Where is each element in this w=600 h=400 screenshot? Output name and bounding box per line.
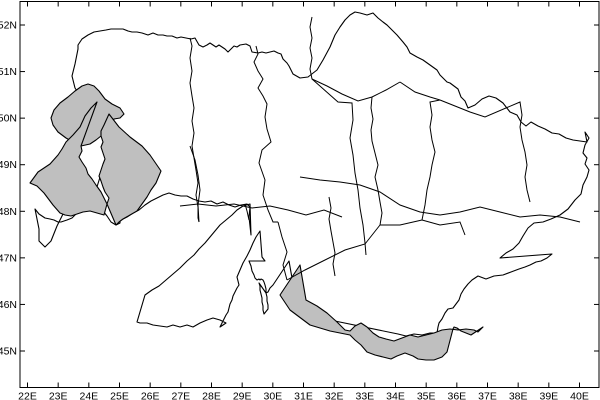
svg-text:39E: 39E: [539, 391, 558, 400]
svg-text:47N: 47N: [0, 252, 17, 264]
svg-text:36E: 36E: [447, 391, 466, 400]
svg-text:35E: 35E: [417, 391, 436, 400]
svg-text:29E: 29E: [233, 391, 252, 400]
svg-text:45N: 45N: [0, 346, 17, 358]
svg-text:46N: 46N: [0, 299, 17, 311]
svg-text:50N: 50N: [0, 113, 17, 125]
svg-text:40E: 40E: [570, 391, 589, 400]
svg-text:30E: 30E: [263, 391, 282, 400]
svg-text:31E: 31E: [294, 391, 313, 400]
svg-text:52N: 52N: [0, 20, 17, 32]
svg-text:34E: 34E: [386, 391, 405, 400]
svg-text:23E: 23E: [49, 391, 68, 400]
svg-text:38E: 38E: [509, 391, 528, 400]
svg-text:26E: 26E: [141, 391, 160, 400]
svg-text:27E: 27E: [171, 391, 190, 400]
svg-text:32E: 32E: [325, 391, 344, 400]
svg-text:22E: 22E: [18, 391, 37, 400]
svg-text:48N: 48N: [0, 206, 17, 218]
svg-text:25E: 25E: [110, 391, 129, 400]
svg-text:49N: 49N: [0, 159, 17, 171]
svg-text:33E: 33E: [355, 391, 374, 400]
svg-text:28E: 28E: [202, 391, 221, 400]
svg-text:37E: 37E: [478, 391, 497, 400]
svg-text:51N: 51N: [0, 66, 17, 78]
svg-text:24E: 24E: [79, 391, 98, 400]
